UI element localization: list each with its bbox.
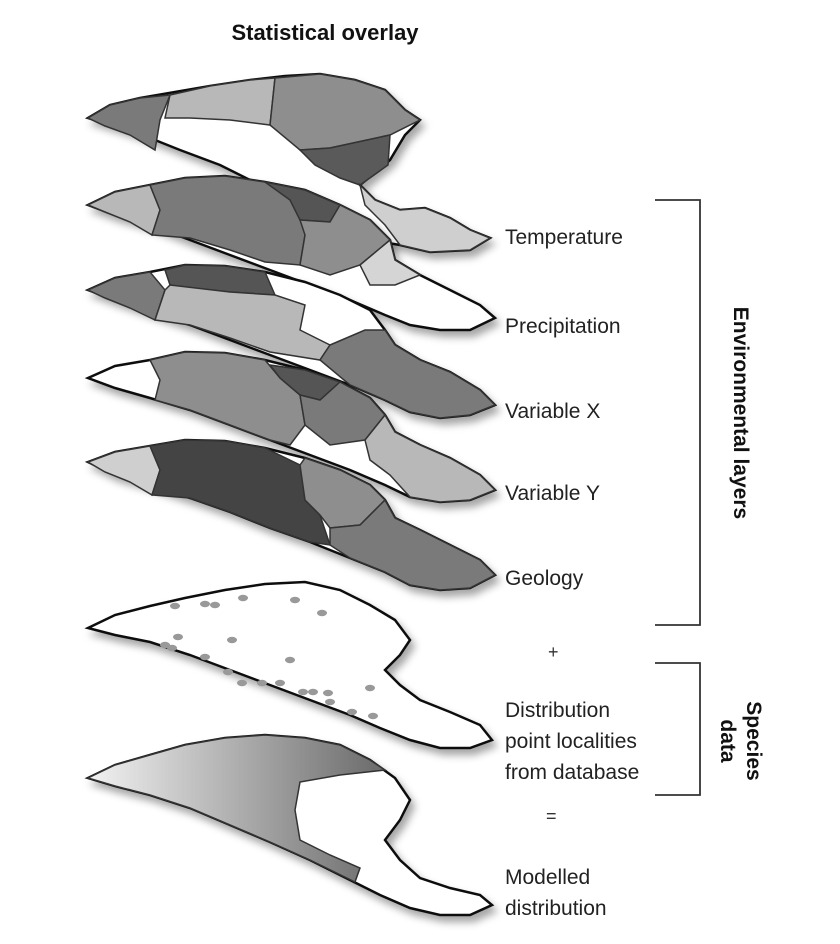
modelled-distribution-layer [84, 733, 495, 917]
label-species-line-3: from database [505, 761, 640, 784]
label-temperature: Temperature [505, 226, 623, 249]
label-species-line-1: Distribution [505, 699, 611, 722]
species-point [173, 633, 183, 641]
species-data-label: Species data [714, 681, 766, 801]
label-precipitation: Precipitation [505, 315, 621, 338]
species-point [368, 712, 378, 720]
species-point [200, 653, 210, 661]
label-variable-y: Variable Y [505, 482, 600, 505]
species-point [200, 600, 210, 608]
variable-y-layer [84, 438, 498, 592]
label-geology: Geology [505, 567, 584, 590]
species-point [285, 656, 295, 664]
species-points-layer [84, 580, 495, 750]
diagram-title: Statistical overlay [231, 20, 419, 45]
species-point [325, 698, 335, 706]
label-modelled-line-2: distribution [505, 897, 607, 920]
label-variable-x: Variable X [505, 400, 601, 423]
species-point [170, 602, 180, 610]
species-point [290, 596, 300, 604]
plus-sign: + [548, 642, 559, 662]
species-point [167, 644, 177, 652]
species-point [347, 708, 357, 716]
label-modelled-line-1: Modelled [505, 866, 591, 889]
environmental-bracket [655, 199, 701, 626]
species-point [210, 601, 220, 609]
species-point [298, 688, 308, 696]
species-data-label-line-2: data [716, 719, 739, 763]
variable-x-layer [84, 350, 498, 504]
equals-sign: = [546, 806, 557, 826]
species-point [160, 641, 170, 649]
species-point [317, 609, 327, 617]
species-point [275, 679, 285, 687]
species-point [257, 679, 267, 687]
environmental-layers-label: Environmental layers [729, 306, 752, 520]
species-point [323, 689, 333, 697]
species-point-markers [160, 594, 378, 720]
species-point [238, 594, 248, 602]
species-point [223, 668, 233, 676]
species-point [227, 636, 237, 644]
label-species-line-2: point localities [505, 730, 637, 753]
temperature-layer [84, 174, 498, 332]
species-point [237, 679, 247, 687]
species-data-label-line-1: Species [742, 701, 765, 781]
species-point [308, 688, 318, 696]
precipitation-layer [84, 263, 498, 420]
species-bracket [655, 662, 701, 796]
species-point [365, 684, 375, 692]
